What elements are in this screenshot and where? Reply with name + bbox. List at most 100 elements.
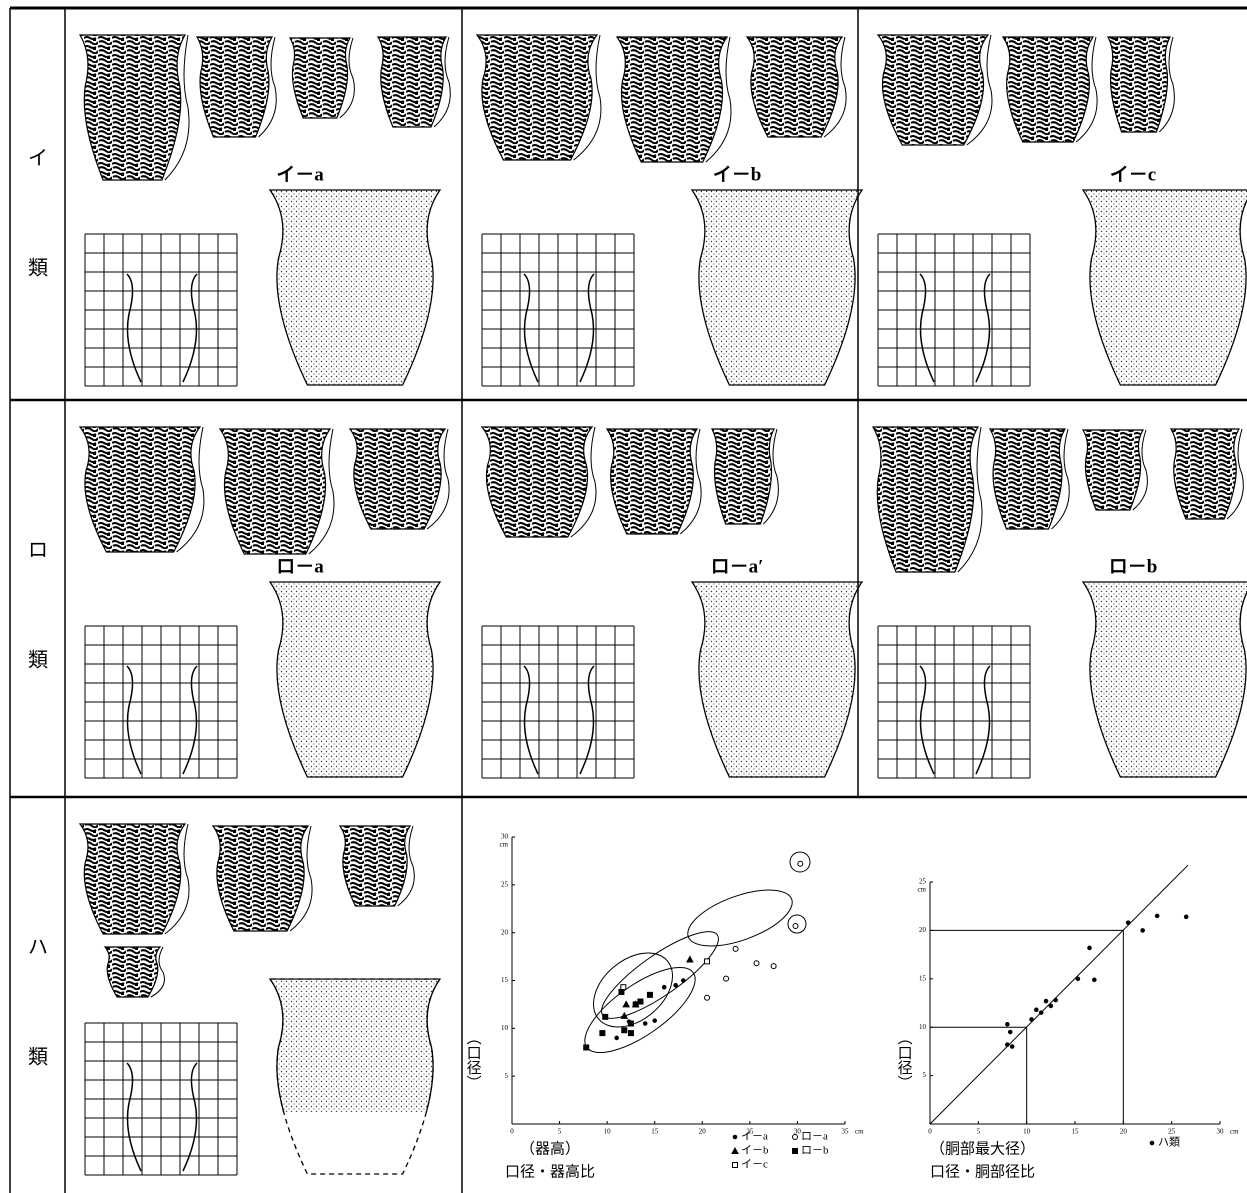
y-tick-label: 15	[501, 976, 509, 984]
point	[623, 1001, 629, 1007]
point	[603, 1014, 608, 1019]
profile-left	[127, 666, 141, 774]
sherd-drawing	[873, 427, 978, 572]
x-tick-label: 10	[1023, 1128, 1031, 1136]
point	[621, 985, 626, 990]
x-tick-label: 10	[604, 1128, 612, 1136]
x-tick-label: 20	[699, 1128, 707, 1136]
point	[1039, 1011, 1043, 1015]
point	[1044, 999, 1048, 1003]
vessel-silhouette	[692, 582, 862, 777]
point	[1006, 1043, 1010, 1047]
legend-symbol	[793, 1135, 798, 1140]
point	[733, 946, 738, 951]
legend-symbol	[732, 1148, 738, 1154]
point	[1010, 1045, 1014, 1049]
point	[584, 1045, 589, 1050]
point	[705, 995, 710, 1000]
vessel-silhouette	[270, 979, 440, 1174]
row-mark: ロ	[28, 540, 48, 562]
profile-left	[920, 274, 934, 382]
profile-left	[524, 666, 538, 774]
legend-symbol	[733, 1135, 737, 1139]
chart-title: 口径・器高比	[505, 1163, 595, 1180]
point	[622, 1028, 627, 1033]
point	[724, 976, 729, 981]
x-unit: cm	[855, 1128, 864, 1136]
sherd-drawing	[747, 37, 842, 137]
sherd-drawing	[1003, 37, 1093, 142]
sherd-drawing	[105, 947, 160, 997]
point	[1088, 946, 1092, 950]
type-label: ロ－b	[1109, 556, 1158, 577]
cluster-outline	[591, 918, 729, 1031]
legend-label: イ－c	[741, 1159, 768, 1171]
y-label: （口径）	[465, 1030, 482, 1090]
point	[600, 1031, 605, 1036]
x-tick-label: 35	[842, 1128, 850, 1136]
table-frame	[10, 8, 1247, 1193]
point	[793, 923, 798, 928]
point	[754, 961, 759, 966]
x-label: （器高）	[520, 1140, 580, 1157]
diagonal	[930, 865, 1188, 1124]
point	[662, 985, 666, 989]
y-tick-label: 10	[501, 1024, 509, 1032]
profile-right	[580, 666, 594, 774]
point	[638, 999, 643, 1004]
type-label: ロ－a′	[711, 556, 764, 577]
y-tick-label: 20	[501, 928, 509, 936]
x-tick-label: 0	[928, 1128, 932, 1136]
vessel-silhouette	[1083, 582, 1247, 777]
sherd-drawing	[990, 429, 1065, 529]
profile-left	[127, 1063, 141, 1171]
row-suffix: 類	[28, 649, 48, 672]
sherd-drawing	[290, 38, 350, 118]
y-label: （口径）	[896, 1030, 913, 1090]
x-tick-label: 5	[977, 1128, 981, 1136]
point	[1076, 977, 1080, 981]
point	[1008, 1030, 1012, 1034]
legend-symbol	[793, 1149, 798, 1154]
x-tick-label: 15	[1072, 1128, 1080, 1136]
sherd-drawing	[340, 826, 410, 906]
legend-label: ロ－b	[801, 1145, 829, 1157]
x-tick-label: 30	[1217, 1128, 1225, 1136]
point	[615, 1036, 619, 1040]
x-tick-label: 5	[558, 1128, 562, 1136]
point	[628, 1031, 633, 1036]
legend-label: ハ類	[1158, 1136, 1180, 1149]
type-label: イ－c	[1110, 164, 1156, 185]
sherd-drawing	[477, 35, 597, 160]
legend-label: イ－a	[741, 1131, 768, 1143]
point	[628, 1021, 633, 1026]
sherd-drawing	[607, 429, 697, 534]
sherd-drawing	[378, 37, 446, 127]
legend-label: ロ－a	[801, 1131, 828, 1143]
type-label: イ－a	[276, 164, 324, 185]
chart-title: 口径・胴部径比	[930, 1163, 1035, 1180]
point	[1035, 1008, 1039, 1012]
point	[705, 959, 710, 964]
row-mark: イ	[28, 148, 48, 170]
sherd-drawing	[712, 429, 774, 524]
vessel-silhouette	[1083, 190, 1247, 385]
point	[1093, 978, 1097, 982]
point	[681, 979, 685, 983]
point	[1184, 915, 1188, 919]
y-tick-label: 20	[919, 926, 927, 934]
x-tick-label: 0	[510, 1128, 514, 1136]
sherd-drawing	[1083, 430, 1143, 510]
legend-symbol	[733, 1163, 738, 1168]
profile-right	[976, 274, 990, 382]
y-tick-label: 30	[501, 833, 509, 841]
type-label: ロ－a	[276, 556, 324, 577]
type-label: イ－b	[713, 164, 762, 185]
figure: イ類イ－aイ－bイ－cロ類ロ－aロ－a′ロ－bハ類05101520253035c…	[0, 0, 1247, 1193]
point	[647, 992, 652, 997]
y-unit: cm	[917, 886, 926, 894]
x-tick-label: 15	[651, 1128, 659, 1136]
vessel-silhouette	[270, 582, 440, 777]
sherd-drawing	[878, 35, 988, 145]
row-suffix: 類	[28, 1046, 48, 1069]
